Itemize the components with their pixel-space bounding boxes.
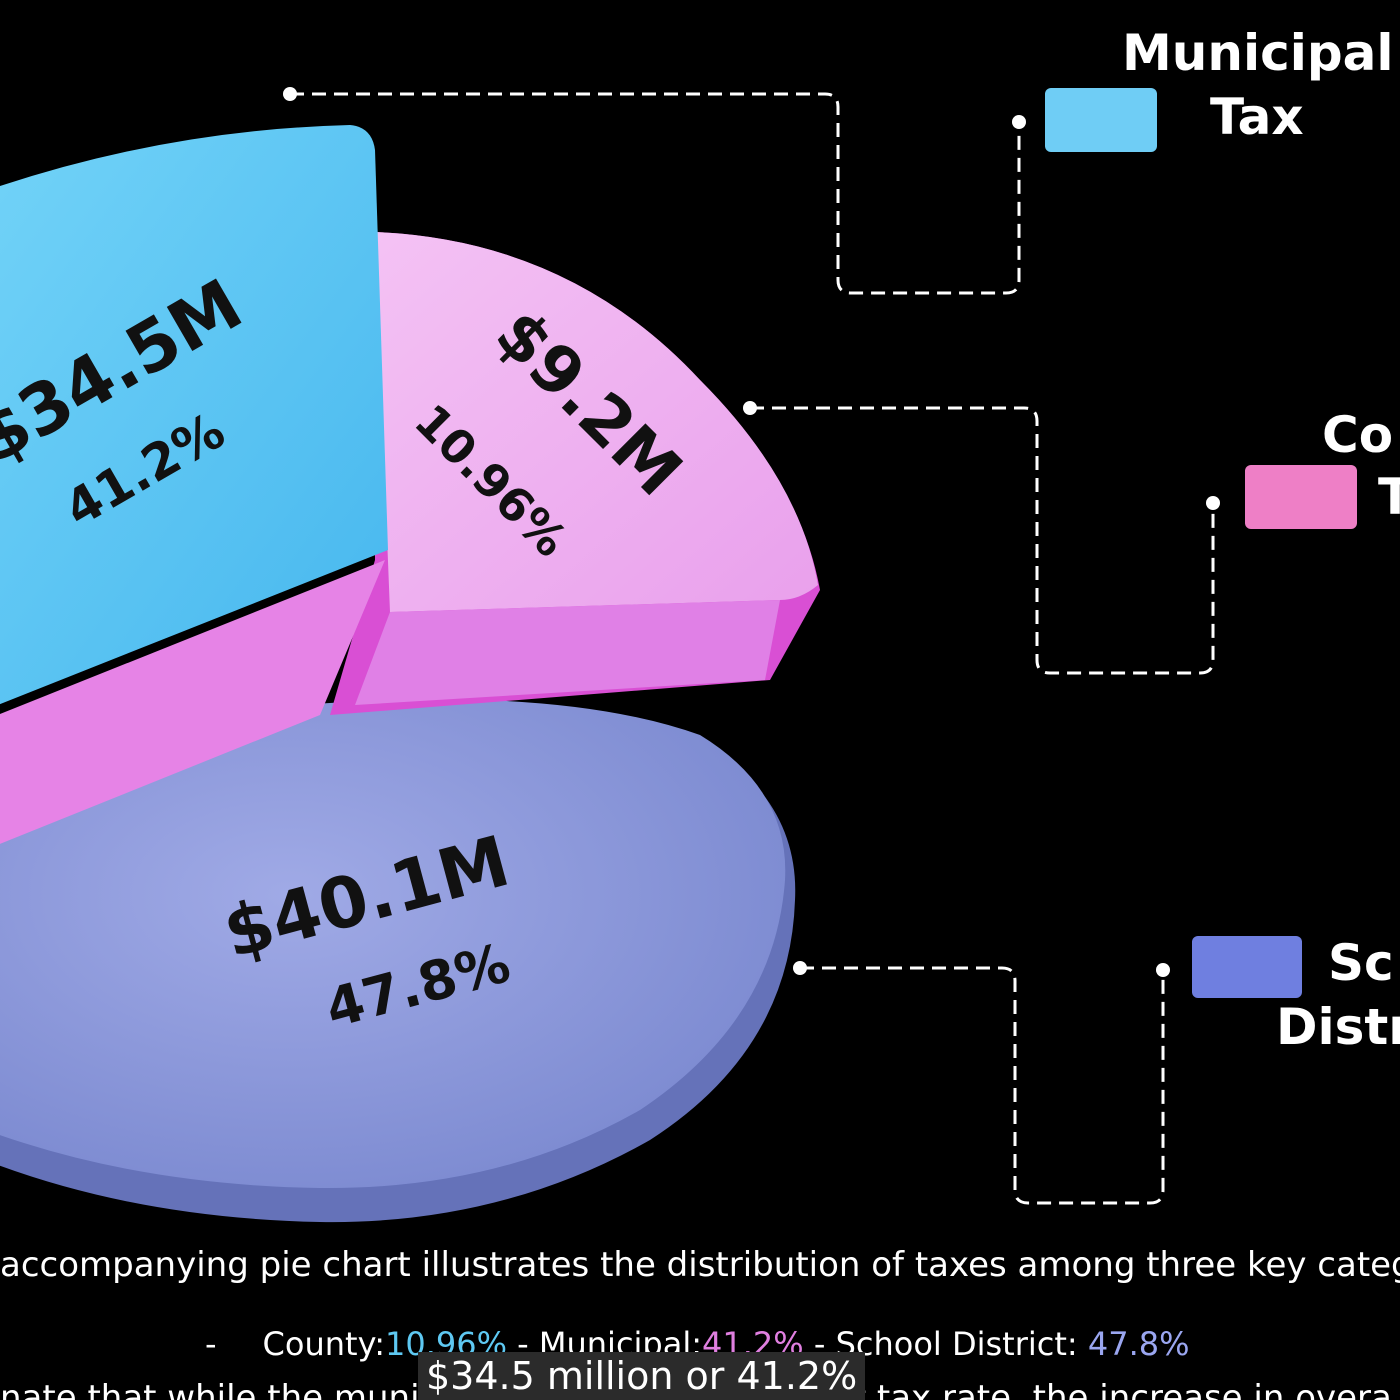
slice-county <box>330 232 820 715</box>
summary-separator: - <box>506 1325 539 1363</box>
video-subtitle: $34.5 million or 41.2% <box>418 1352 866 1400</box>
summary-county-label: County: <box>262 1325 385 1363</box>
caption-text: accompanying pie chart illustrates the d… <box>0 1245 1400 1285</box>
connector-county <box>743 401 1220 675</box>
slice-municipal <box>0 125 388 844</box>
legend-label-municipal-line2: Tax <box>1210 88 1304 146</box>
legend-swatch-county <box>1245 465 1357 529</box>
legend-label-school-line2: Distr <box>1276 998 1400 1056</box>
summary-school-value: 47.8% <box>1087 1325 1190 1363</box>
connector-school <box>793 961 1170 1205</box>
legend-label-municipal-line1: Municipal <box>1122 24 1394 82</box>
legend-swatch-school <box>1192 936 1302 998</box>
connector-municipal <box>283 87 1026 295</box>
slice-school-district <box>0 699 796 1223</box>
legend-label-school-line1: Sc <box>1328 934 1394 992</box>
legend-label-county-line1: Co <box>1322 406 1394 464</box>
legend-swatch-municipal <box>1045 88 1157 152</box>
summary-dash: - <box>205 1325 217 1363</box>
legend-label-county-line2: T <box>1378 468 1400 526</box>
